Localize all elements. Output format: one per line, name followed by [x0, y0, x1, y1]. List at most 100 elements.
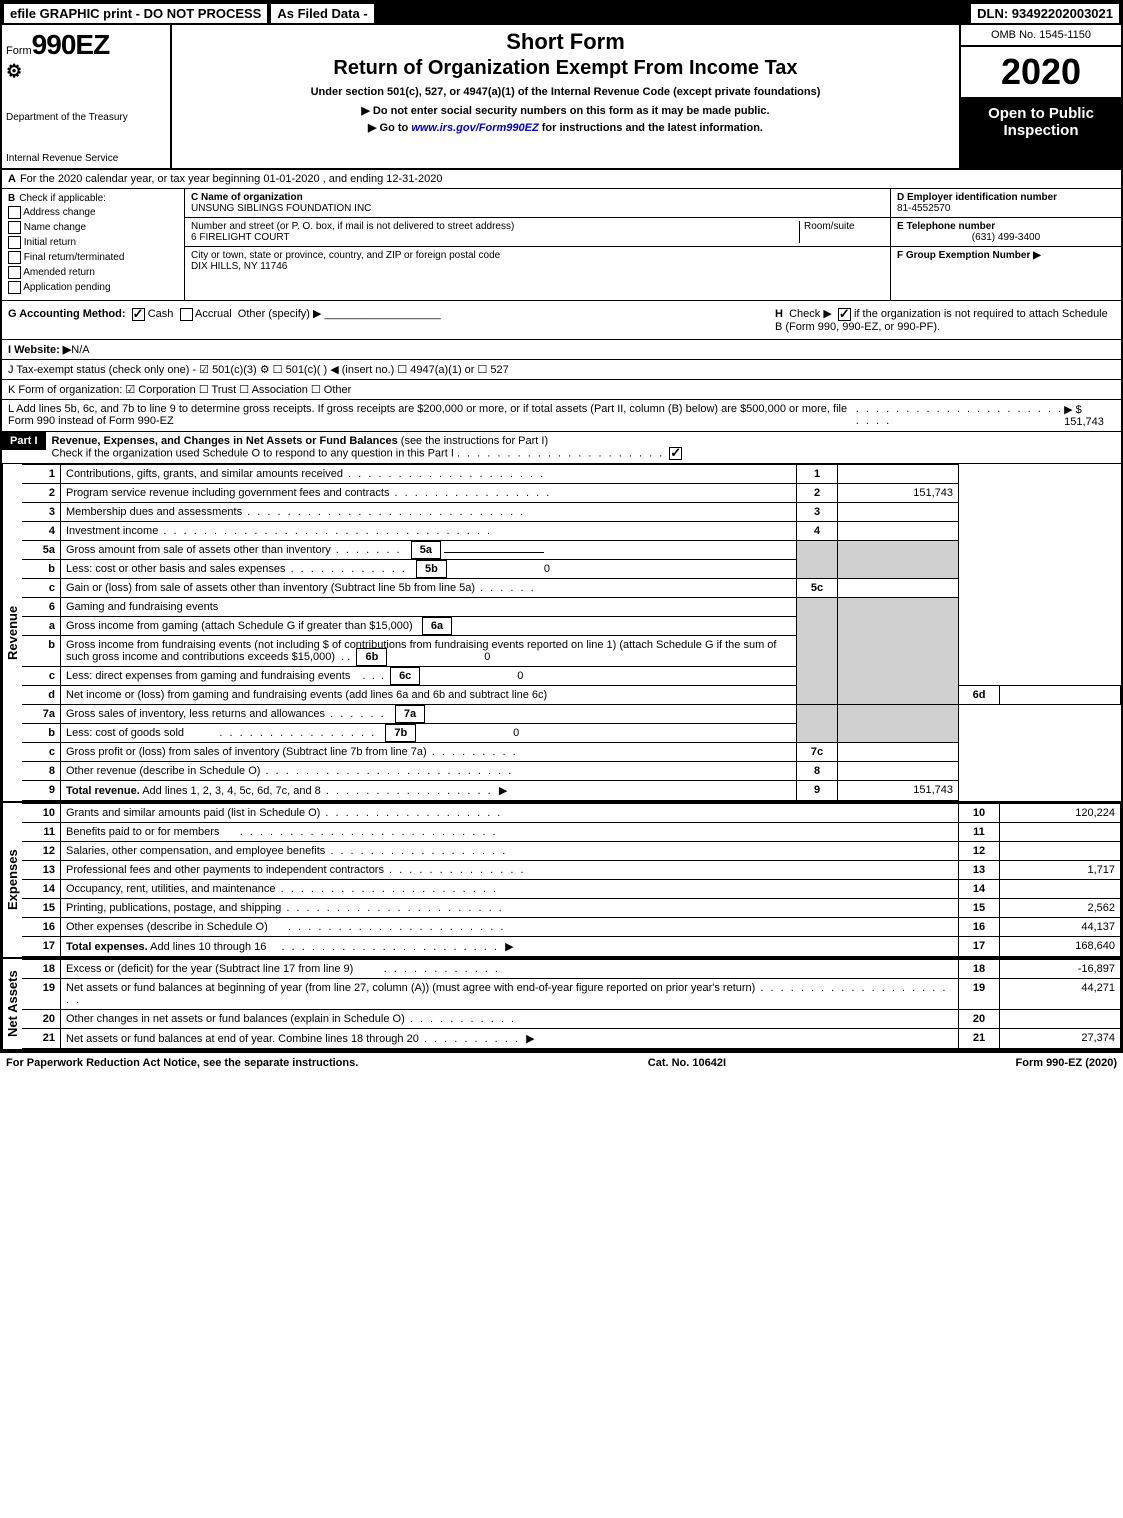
expenses-vert-label: Expenses [2, 803, 22, 957]
amt-cell: 151,743 [838, 780, 959, 800]
amt-cell [838, 502, 959, 521]
line-num: c [22, 666, 61, 685]
box-num: 9 [797, 780, 838, 800]
amt-cell [838, 578, 959, 597]
amt-cell: 151,743 [838, 483, 959, 502]
amt-cell [1000, 879, 1121, 898]
line-num: 13 [22, 860, 61, 879]
cb-address-change[interactable] [8, 206, 21, 219]
line-desc: Grants and similar amounts paid (list in… [66, 807, 320, 819]
line-desc: Contributions, gifts, grants, and simila… [66, 468, 343, 480]
footer-right: Form 990-EZ (2020) [1016, 1057, 1118, 1069]
arrow-icon: ▶ [505, 941, 513, 953]
amt-cell: 27,374 [1000, 1028, 1121, 1048]
amt-cell: 44,271 [1000, 978, 1121, 1009]
line-num: d [22, 685, 61, 704]
line-k: K Form of organization: ☑ Corporation ☐ … [2, 380, 1121, 400]
revenue-table: 1 Contributions, gifts, grants, and simil… [22, 464, 1121, 801]
irs-url-link[interactable]: www.irs.gov/Form990EZ [411, 122, 538, 134]
line-num: 20 [22, 1009, 61, 1028]
line-num: 5a [22, 540, 61, 559]
ssn-warning: ▶ Do not enter social security numbers o… [176, 104, 955, 117]
goto-link[interactable]: ▶ Go to www.irs.gov/Form990EZ for instru… [176, 121, 955, 134]
line-num: 1 [22, 464, 61, 483]
line-desc: Net assets or fund balances at end of ye… [66, 1033, 419, 1045]
line-j: J Tax-exempt status (check only one) - ☑… [2, 360, 1121, 380]
netassets-vert-label: Net Assets [2, 959, 22, 1049]
line-gh: G Accounting Method: Cash Accrual Other … [2, 301, 1121, 340]
cb-cash[interactable] [132, 308, 145, 321]
line-desc: Less: cost of goods sold [66, 727, 184, 739]
box-num: 20 [959, 1009, 1000, 1028]
cb-schedule-o[interactable] [669, 447, 682, 460]
amt-cell [838, 521, 959, 540]
box-num: 7c [797, 742, 838, 761]
line-desc: Gaming and fundraising events [66, 601, 218, 613]
line-desc: Professional fees and other payments to … [66, 864, 384, 876]
line-num: c [22, 578, 61, 597]
sub-amt [444, 552, 544, 553]
cb-pending[interactable] [8, 281, 21, 294]
section-c: C Name of organization UNSUNG SIBLINGS F… [184, 189, 891, 300]
box-num: 2 [797, 483, 838, 502]
line-num: 11 [22, 822, 61, 841]
org-name: UNSUNG SIBLINGS FOUNDATION INC [191, 203, 884, 214]
box-num: 10 [959, 803, 1000, 822]
line-desc: Less: cost or other basis and sales expe… [66, 563, 286, 575]
cb-accrual[interactable] [180, 308, 193, 321]
line-desc: Net assets or fund balances at beginning… [66, 982, 755, 994]
footer-mid: Cat. No. 10642I [648, 1057, 726, 1069]
amt-cell: 168,640 [1000, 936, 1121, 956]
sub-box: 7a [395, 705, 425, 723]
amt-cell: 44,137 [1000, 917, 1121, 936]
h-check-label: Check ▶ [789, 308, 832, 320]
cb-label: Application pending [23, 282, 110, 293]
section-d: D Employer identification number 81-4552… [891, 189, 1121, 300]
sub-box: 6c [390, 667, 420, 685]
cb-name-change[interactable] [8, 221, 21, 234]
line-a: AFor the 2020 calendar year, or tax year… [2, 170, 1121, 189]
line-num: 21 [22, 1028, 61, 1048]
top-bar: efile GRAPHIC print - DO NOT PROCESS As … [2, 2, 1121, 25]
form-number: 990EZ [32, 29, 110, 61]
line-desc: Other changes in net assets or fund bala… [66, 1013, 405, 1025]
short-form-title: Short Form [176, 29, 955, 55]
cb-label: Amended return [23, 267, 95, 278]
group-label: F Group Exemption Number ▶ [897, 250, 1041, 261]
phone-value: (631) 499-3400 [897, 232, 1115, 243]
street-label: Number and street (or P. O. box, if mail… [191, 221, 799, 232]
cb-label: Initial return [24, 237, 76, 248]
box-num: 6d [959, 685, 1000, 704]
box-num: 19 [959, 978, 1000, 1009]
part-1-check: Check if the organization used Schedule … [52, 447, 454, 459]
cb-final-return[interactable] [8, 251, 21, 264]
cb-amended[interactable] [8, 266, 21, 279]
line-num: 15 [22, 898, 61, 917]
amt-cell [838, 464, 959, 483]
amt-cell [1000, 685, 1121, 704]
box-num: 11 [959, 822, 1000, 841]
netassets-section: Net Assets 18Excess or (deficit) for the… [2, 959, 1121, 1051]
line-num: 6 [22, 597, 61, 616]
cb-schedule-b[interactable] [838, 308, 851, 321]
b-label: Check if applicable: [19, 193, 106, 204]
city-label: City or town, state or province, country… [191, 250, 884, 261]
line-desc: Program service revenue including govern… [66, 487, 389, 499]
line-desc: Gross sales of inventory, less returns a… [66, 708, 325, 720]
irs-seal-icon: ⚙ [6, 61, 166, 82]
line-desc: Gross amount from sale of assets other t… [66, 544, 331, 556]
box-num: 13 [959, 860, 1000, 879]
cb-initial-return[interactable] [8, 236, 21, 249]
section-b: BCheck if applicable: Address change Nam… [2, 189, 184, 300]
line-desc: Gain or (loss) from sale of assets other… [66, 582, 475, 594]
sub-amt: 0 [450, 563, 550, 575]
part-1-subtitle: (see the instructions for Part I) [401, 435, 548, 447]
line-num: b [22, 635, 61, 666]
line-num: 12 [22, 841, 61, 860]
omb-number: OMB No. 1545-1150 [961, 25, 1121, 47]
line-num: 9 [22, 780, 61, 800]
line-a-text: For the 2020 calendar year, or tax year … [20, 173, 443, 185]
room-suite-label: Room/suite [799, 221, 884, 243]
line-num: c [22, 742, 61, 761]
line-i: I Website: ▶N/A [2, 340, 1121, 360]
